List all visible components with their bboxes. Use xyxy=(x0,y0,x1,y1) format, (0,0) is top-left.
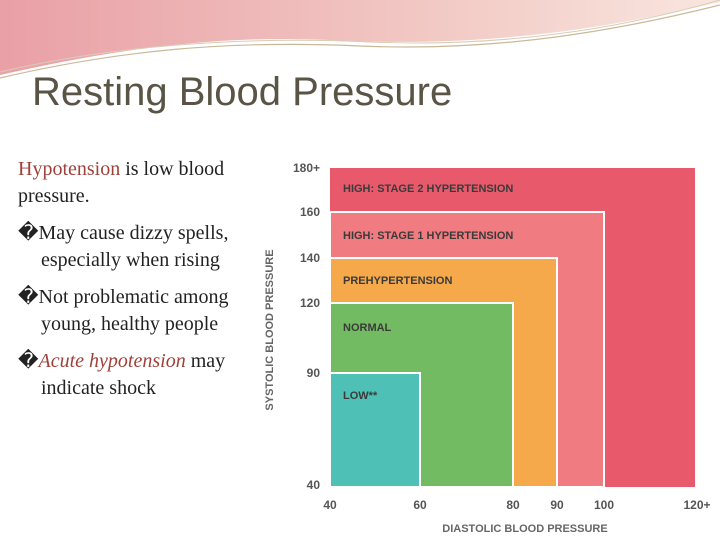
x-tick-label: 90 xyxy=(550,498,564,512)
x-axis-title: DIASTOLIC BLOOD PRESSURE xyxy=(442,523,607,535)
bullet-emphasis: Acute hypotension xyxy=(38,350,186,372)
x-tick-label: 60 xyxy=(413,498,427,512)
bullet-glyph: � xyxy=(18,222,39,244)
intro-text: is low blood pressure. xyxy=(18,158,225,207)
y-axis-title: SYSTOLIC BLOOD PRESSURE xyxy=(264,249,276,410)
y-tick-label: 90 xyxy=(307,366,321,380)
y-tick-label: 40 xyxy=(307,478,321,492)
bullet: �Not problematic among young, healthy pe… xyxy=(18,284,233,338)
bullet-text: May cause dizzy spells, especially when … xyxy=(38,222,229,271)
slide-title: Resting Blood Pressure xyxy=(32,70,453,114)
header-decoration xyxy=(0,0,720,79)
x-tick-label: 80 xyxy=(506,498,520,512)
intro: Hypotension is low blood pressure. xyxy=(18,156,233,210)
slide-body: Hypotension is low blood pressure. �May … xyxy=(18,156,233,412)
x-tick-label: 120+ xyxy=(683,498,710,512)
bullet-text: may indicate shock xyxy=(41,350,226,399)
zone-low xyxy=(329,372,421,488)
zone-label: HIGH: STAGE 1 HYPERTENSION xyxy=(343,230,513,242)
y-tick-label: 120 xyxy=(300,296,320,310)
x-tick-label: 40 xyxy=(323,498,337,512)
bullet: �Acute hypotension may indicate shock xyxy=(18,348,233,402)
y-tick-label: 180+ xyxy=(293,161,320,175)
y-tick-label: 160 xyxy=(300,205,320,219)
y-tick-label: 140 xyxy=(300,251,320,265)
term: Hypotension xyxy=(18,158,121,180)
zone-label: PREHYPERTENSION xyxy=(343,275,452,287)
x-tick-label: 100 xyxy=(594,498,614,512)
zone-label: NORMAL xyxy=(343,322,392,334)
bullet-glyph: � xyxy=(18,350,39,372)
bullet: �May cause dizzy spells, especially when… xyxy=(18,220,233,274)
zone-label: HIGH: STAGE 2 HYPERTENSION xyxy=(343,183,513,195)
bullet-glyph: � xyxy=(18,286,39,308)
zone-label: LOW** xyxy=(343,390,378,402)
bullet-text: Not problematic among young, healthy peo… xyxy=(38,286,229,335)
